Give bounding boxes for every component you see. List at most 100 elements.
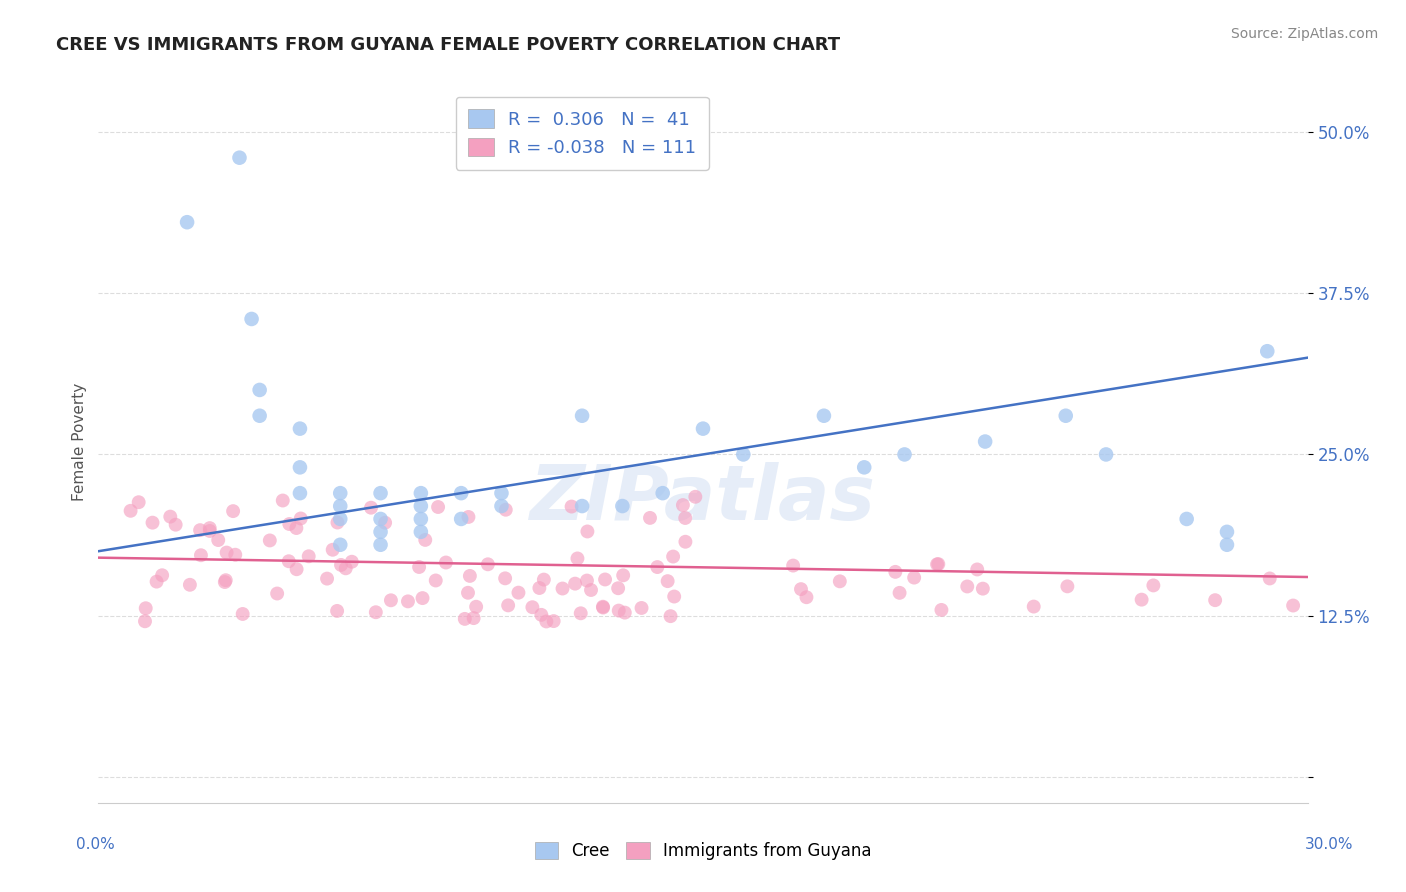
Point [1216,524,1239,539]
Point [593,573,616,587]
Point [903,571,925,585]
Point [214,575,236,590]
Point [322,542,344,557]
Point [427,500,450,514]
Point [141,516,163,530]
Point [288,422,311,436]
Point [465,599,488,614]
Point [159,509,181,524]
Point [612,499,634,513]
Point [413,533,436,547]
Point [222,504,245,518]
Point [733,447,755,461]
Point [1054,409,1077,423]
Point [477,558,499,572]
Point [647,560,669,574]
Point [533,573,555,587]
Point [425,574,447,588]
Point [134,614,156,628]
Point [1022,599,1045,614]
Point [370,524,392,539]
Point [179,578,201,592]
Point [188,523,211,537]
Point [454,612,477,626]
Point [271,493,294,508]
Point [165,517,187,532]
Point [463,611,485,625]
Point [450,486,472,500]
Point [496,599,519,613]
Point [340,555,363,569]
Point [692,422,714,436]
Point [176,215,198,229]
Point [569,607,592,621]
Point [290,511,312,525]
Point [1256,344,1278,359]
Point [1204,593,1226,607]
Point [662,549,685,564]
Point [370,538,392,552]
Point [1282,599,1305,613]
Point [409,486,432,500]
Point [120,504,142,518]
Point [579,582,602,597]
Point [607,604,630,618]
Point [571,499,593,513]
Point [530,607,553,622]
Point [1258,571,1281,585]
Point [529,581,551,595]
Point [380,593,402,607]
Point [326,604,349,618]
Point [335,561,357,575]
Point [215,545,238,559]
Point [215,573,238,587]
Point [360,500,382,515]
Point [145,574,167,589]
Point [536,615,558,629]
Point [316,572,339,586]
Point [266,586,288,600]
Point [790,582,813,596]
Point [576,524,599,539]
Point [412,591,434,606]
Point [664,590,686,604]
Point [828,574,851,589]
Point [571,409,593,423]
Point [491,499,513,513]
Point [326,516,349,530]
Point [396,594,419,608]
Point [630,601,652,615]
Point [190,548,212,562]
Point [592,599,614,614]
Point [457,586,479,600]
Point [551,582,574,596]
Text: ZIPatlas: ZIPatlas [530,462,876,536]
Point [889,586,911,600]
Point [607,581,630,595]
Point [543,614,565,628]
Point [224,548,246,562]
Point [298,549,321,564]
Point [657,574,679,589]
Point [408,560,430,574]
Point [240,312,263,326]
Point [974,434,997,449]
Point [135,601,157,615]
Point [329,499,352,513]
Text: CREE VS IMMIGRANTS FROM GUYANA FEMALE POVERTY CORRELATION CHART: CREE VS IMMIGRANTS FROM GUYANA FEMALE PO… [56,36,841,54]
Y-axis label: Female Poverty: Female Poverty [72,383,87,500]
Point [613,606,636,620]
Point [259,533,281,548]
Point [288,460,311,475]
Point [370,486,392,500]
Point [1142,578,1164,592]
Point [966,562,988,576]
Point [491,486,513,500]
Point [592,600,614,615]
Point [972,582,994,596]
Point [277,554,299,568]
Point [457,510,479,524]
Point [884,565,907,579]
Point [782,558,804,573]
Point [128,495,150,509]
